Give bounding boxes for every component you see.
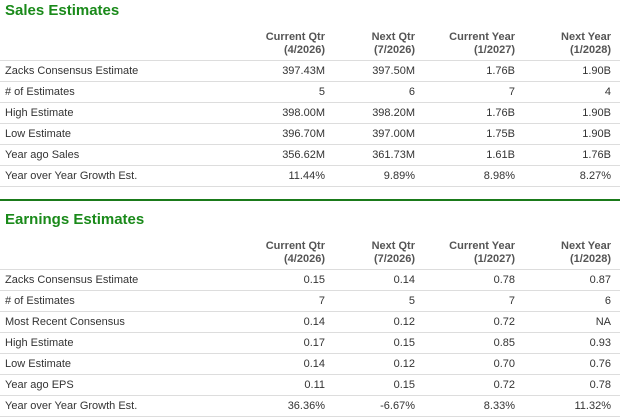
- cell-current-qtr: 11.44%: [288, 170, 326, 182]
- cell-next-year: 0.76: [589, 358, 611, 370]
- cell-next-year: 11.32%: [574, 400, 612, 412]
- cell-current-qtr: 36.36%: [287, 400, 325, 412]
- table-row: Year ago Sales 356.62M 361.73M 1.61B 1.76B: [0, 145, 620, 166]
- cell-next-qtr: 0.12: [393, 358, 415, 370]
- cell-current-year: 7: [508, 86, 515, 98]
- cell-current-year: 8.98%: [483, 170, 515, 182]
- sales-header-current-qtr: Current Qtr (4/2026): [265, 31, 325, 56]
- cell-next-qtr: 398.20M: [372, 107, 415, 119]
- cell-next-qtr: 397.00M: [372, 128, 415, 140]
- cell-current-qtr: 0.14: [303, 316, 325, 328]
- earnings-header-next-qtr: Next Qtr (7/2026): [371, 240, 415, 265]
- row-label: Low Estimate: [5, 128, 72, 140]
- cell-current-year: 1.76B: [486, 65, 515, 77]
- cell-current-year: 0.70: [493, 358, 515, 370]
- table-row: Year ago EPS 0.11 0.15 0.72 0.78: [0, 375, 620, 396]
- cell-current-year: 0.72: [493, 379, 515, 391]
- cell-current-year: 1.75B: [486, 128, 515, 140]
- table-row: Year over Year Growth Est. 11.44% 9.89% 8.9…: [0, 166, 620, 187]
- cell-next-qtr: 0.12: [393, 316, 415, 328]
- cell-next-qtr: -6.67%: [380, 400, 415, 412]
- row-label: Zacks Consensus Estimate: [5, 65, 139, 77]
- cell-current-year: 0.72: [493, 316, 515, 328]
- cell-next-qtr: 0.15: [393, 379, 415, 391]
- earnings-table-body: Zacks Consensus Estimate 0.15 0.14 0.78 0.87…: [0, 270, 620, 417]
- cell-next-year: NA: [595, 316, 611, 328]
- earnings-table-header: Current Qtr (4/2026) Next Qtr (7/2026) Cur…: [0, 240, 620, 270]
- table-row: Year over Year Growth Est. 36.36% -6.67% 8.…: [0, 396, 620, 417]
- cell-current-qtr: 356.62M: [282, 149, 325, 161]
- cell-next-year: 1.90B: [582, 65, 611, 77]
- row-label: # of Estimates: [5, 295, 75, 307]
- cell-current-year: 8.33%: [483, 400, 515, 412]
- cell-current-year: 1.76B: [486, 107, 515, 119]
- section-divider: [0, 199, 620, 201]
- earnings-estimates-section: Earnings Estimates Current Qtr (4/2026) N…: [0, 203, 620, 417]
- cell-current-qtr: 5: [318, 86, 325, 98]
- cell-next-year: 1.76B: [582, 149, 611, 161]
- row-label: Zacks Consensus Estimate: [5, 274, 139, 286]
- cell-next-year: 4: [604, 86, 611, 98]
- row-label: Low Estimate: [5, 358, 72, 370]
- sales-header-next-year: Next Year (1/2028): [561, 31, 611, 56]
- cell-current-qtr: 0.11: [304, 379, 325, 391]
- earnings-header-next-year: Next Year (1/2028): [561, 240, 611, 265]
- row-label: Year ago Sales: [5, 149, 80, 161]
- sales-table-header: Current Qtr (4/2026) Next Qtr (7/2026) Cur…: [0, 31, 620, 61]
- cell-next-qtr: 397.50M: [372, 65, 415, 77]
- row-label: High Estimate: [5, 107, 74, 119]
- table-row: Zacks Consensus Estimate 397.43M 397.50M 1.…: [0, 61, 620, 82]
- cell-next-year: 0.93: [589, 337, 611, 349]
- cell-next-year: 6: [604, 295, 611, 307]
- cell-next-qtr: 9.89%: [383, 170, 415, 182]
- cell-current-qtr: 0.14: [303, 358, 325, 370]
- row-label: High Estimate: [5, 337, 74, 349]
- cell-next-qtr: 0.14: [393, 274, 415, 286]
- row-label: Most Recent Consensus: [5, 316, 125, 328]
- cell-next-qtr: 6: [408, 86, 415, 98]
- table-row: High Estimate 398.00M 398.20M 1.76B 1.90B: [0, 103, 620, 124]
- table-row: High Estimate 0.17 0.15 0.85 0.93: [0, 333, 620, 354]
- row-label: Year over Year Growth Est.: [5, 170, 138, 182]
- cell-next-year: 0.78: [589, 379, 611, 391]
- sales-header-current-year: Current Year (1/2027): [449, 31, 515, 56]
- table-row: Most Recent Consensus 0.14 0.12 0.72 NA: [0, 312, 620, 333]
- cell-next-qtr: 361.73M: [372, 149, 415, 161]
- cell-current-qtr: 0.17: [303, 337, 325, 349]
- row-label: # of Estimates: [5, 86, 75, 98]
- sales-estimates-section: Sales Estimates Current Qtr (4/2026) Next…: [0, 0, 620, 200]
- cell-next-year: 8.27%: [579, 170, 611, 182]
- row-label: Year ago EPS: [5, 379, 74, 391]
- cell-current-year: 1.61B: [486, 149, 515, 161]
- cell-current-qtr: 397.43M: [282, 65, 325, 77]
- sales-header-next-qtr: Next Qtr (7/2026): [371, 31, 415, 56]
- cell-current-year: 0.85: [493, 337, 515, 349]
- cell-current-qtr: 396.70M: [282, 128, 325, 140]
- earnings-header-current-qtr: Current Qtr (4/2026): [265, 240, 325, 265]
- cell-current-qtr: 7: [318, 295, 325, 307]
- table-row: # of Estimates 5 6 7 4: [0, 82, 620, 103]
- cell-next-year: 0.87: [589, 274, 611, 286]
- cell-current-qtr: 398.00M: [282, 107, 325, 119]
- table-row: # of Estimates 7 5 7 6: [0, 291, 620, 312]
- earnings-estimates-title: Earnings Estimates: [5, 211, 145, 228]
- sales-estimates-title: Sales Estimates: [5, 2, 120, 19]
- cell-next-year: 1.90B: [582, 107, 611, 119]
- cell-next-qtr: 5: [408, 295, 415, 307]
- cell-current-year: 0.78: [493, 274, 515, 286]
- row-label: Year over Year Growth Est.: [5, 400, 138, 412]
- cell-next-qtr: 0.15: [393, 337, 415, 349]
- cell-current-qtr: 0.15: [303, 274, 325, 286]
- table-row: Low Estimate 0.14 0.12 0.70 0.76: [0, 354, 620, 375]
- sales-table-body: Zacks Consensus Estimate 397.43M 397.50M 1.…: [0, 61, 620, 187]
- earnings-header-current-year: Current Year (1/2027): [449, 240, 515, 265]
- table-row: Low Estimate 396.70M 397.00M 1.75B 1.90B: [0, 124, 620, 145]
- table-row: Zacks Consensus Estimate 0.15 0.14 0.78 0.87: [0, 270, 620, 291]
- cell-next-year: 1.90B: [582, 128, 611, 140]
- cell-current-year: 7: [508, 295, 515, 307]
